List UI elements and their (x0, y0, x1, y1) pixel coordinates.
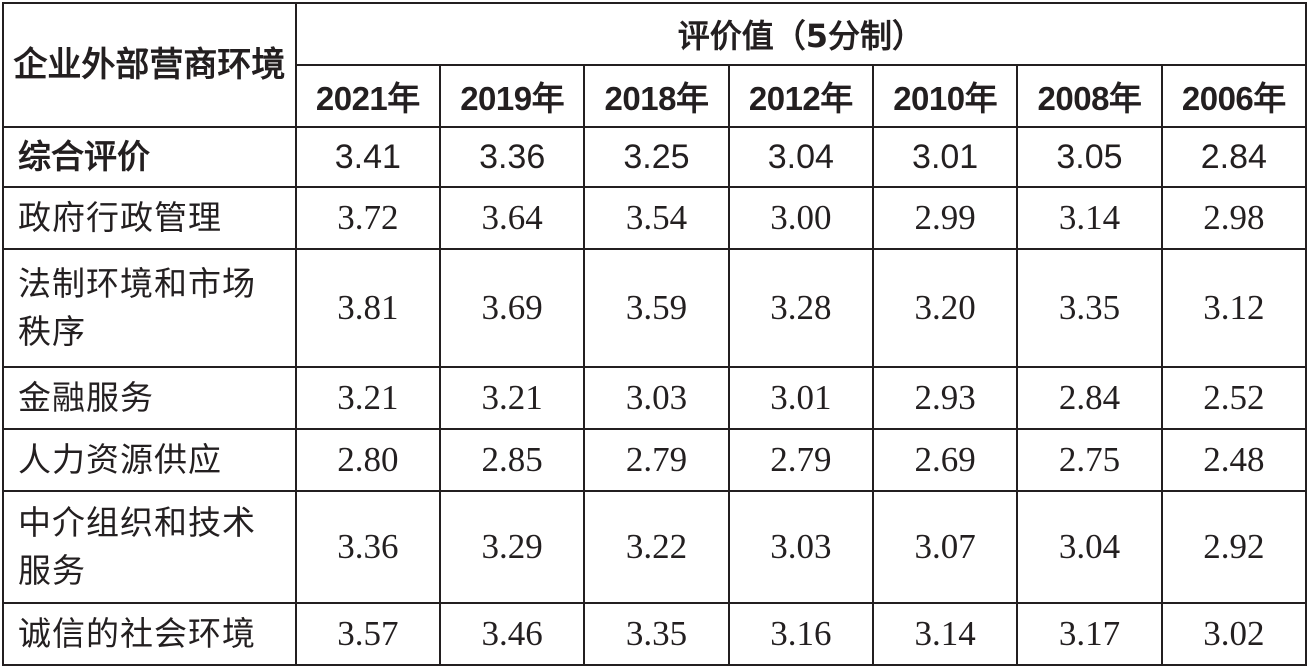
value-cell: 3.21 (294, 366, 442, 430)
year-header: 2012年 (727, 64, 874, 128)
value-cell: 3.54 (583, 186, 730, 250)
value-cell: 2.80 (294, 428, 442, 492)
row-label: 金融服务 (2, 366, 297, 430)
value-cell: 2.98 (1160, 186, 1308, 250)
value-cell: 2.84 (1016, 366, 1163, 430)
value-cell: 3.03 (727, 490, 874, 604)
row-label: 中介组织和技术服务 (2, 490, 297, 604)
value-cell: 3.81 (294, 248, 442, 368)
value-cell: 3.02 (1160, 602, 1308, 666)
table-row: 人力资源供应 2.80 2.85 2.79 2.79 2.69 2.75 2.4… (2, 428, 1308, 492)
row-label: 综合评价 (2, 126, 297, 188)
value-cell: 3.17 (1016, 602, 1163, 666)
value-cell: 3.01 (871, 126, 1019, 188)
value-cell: 3.35 (1016, 248, 1163, 368)
value-cell: 2.52 (1160, 366, 1308, 430)
year-header: 2008年 (1016, 64, 1163, 128)
value-cell: 3.36 (438, 126, 586, 188)
value-cell: 2.79 (727, 428, 874, 492)
value-cell: 2.99 (871, 186, 1019, 250)
table-row: 法制环境和市场秩序 3.81 3.69 3.59 3.28 3.20 3.35 … (2, 248, 1308, 368)
value-cell: 3.28 (727, 248, 874, 368)
value-cell: 3.21 (438, 366, 586, 430)
value-cell: 3.72 (294, 186, 442, 250)
year-header: 2019年 (438, 64, 586, 128)
year-header: 2010年 (871, 64, 1019, 128)
value-cell: 3.00 (727, 186, 874, 250)
value-cell: 2.69 (871, 428, 1019, 492)
value-cell: 3.22 (583, 490, 730, 604)
row-label: 政府行政管理 (2, 186, 297, 250)
value-cell: 3.29 (438, 490, 586, 604)
value-cell: 3.14 (871, 602, 1019, 666)
corner-header: 企业外部营商环境 (2, 2, 297, 128)
year-header: 2021年 (294, 64, 442, 128)
row-label: 人力资源供应 (2, 428, 297, 492)
value-cell: 3.64 (438, 186, 586, 250)
row-label: 诚信的社会环境 (2, 602, 297, 666)
value-cell: 3.04 (1016, 490, 1163, 604)
value-cell: 3.01 (727, 366, 874, 430)
value-cell: 3.69 (438, 248, 586, 368)
table-row: 金融服务 3.21 3.21 3.03 3.01 2.93 2.84 2.52 (2, 366, 1308, 430)
value-cell: 3.14 (1016, 186, 1163, 250)
value-cell: 3.57 (294, 602, 442, 666)
value-cell: 3.20 (871, 248, 1019, 368)
value-cell: 2.85 (438, 428, 586, 492)
value-cell: 3.04 (727, 126, 874, 188)
value-cell: 3.03 (583, 366, 730, 430)
row-label: 法制环境和市场秩序 (2, 248, 297, 368)
value-cell: 3.12 (1160, 248, 1308, 368)
table-row-overall: 综合评价 3.41 3.36 3.25 3.04 3.01 3.05 2.84 (2, 126, 1308, 188)
value-cell: 3.41 (294, 126, 442, 188)
group-header: 评价值（5分制） (294, 2, 1308, 66)
year-header: 2018年 (583, 64, 730, 128)
header-row-years: 2021年 2019年 2018年 2012年 2010年 2008年 2006… (3, 64, 1308, 128)
value-cell: 3.07 (871, 490, 1019, 604)
value-cell: 3.25 (583, 126, 730, 188)
value-cell: 2.84 (1160, 126, 1308, 188)
value-cell: 3.36 (294, 490, 442, 604)
value-cell: 2.93 (871, 366, 1019, 430)
value-cell: 2.48 (1160, 428, 1308, 492)
value-cell: 3.46 (438, 602, 586, 666)
header-row-group: 企业外部营商环境 评价值（5分制） (2, 2, 1308, 128)
table-row: 诚信的社会环境 3.57 3.46 3.35 3.16 3.14 3.17 3.… (2, 602, 1308, 666)
value-cell: 2.79 (583, 428, 730, 492)
value-cell: 3.59 (583, 248, 730, 368)
value-cell: 3.16 (727, 602, 874, 666)
value-cell: 2.75 (1016, 428, 1163, 492)
table-row: 中介组织和技术服务 3.36 3.29 3.22 3.03 3.07 3.04 … (2, 490, 1308, 604)
table-row: 政府行政管理 3.72 3.64 3.54 3.00 2.99 3.14 2.9… (2, 186, 1308, 250)
value-cell: 3.35 (583, 602, 730, 666)
year-header: 2006年 (1160, 64, 1308, 128)
value-cell: 2.92 (1160, 490, 1308, 604)
value-cell: 3.05 (1016, 126, 1163, 188)
